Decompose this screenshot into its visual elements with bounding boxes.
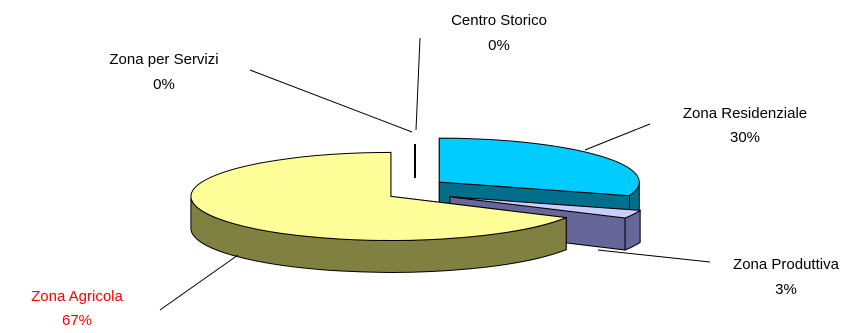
leader-centro-storico — [415, 37, 421, 131]
pie-slices — [190, 137, 642, 273]
label-centro-storico: Centro Storico — [451, 12, 547, 29]
label-zona-residenziale: Zona Residenziale — [683, 105, 807, 122]
leader-lines — [159, 37, 711, 311]
leader-zona-residenziale — [584, 123, 651, 151]
value-zona-residenziale: 30% — [730, 129, 760, 146]
label-zona-per-servizi: Zona per Servizi — [109, 51, 218, 68]
label-zona-produttiva: Zona Produttiva — [733, 256, 840, 273]
leader-zona-produttiva — [597, 249, 711, 263]
value-zona-produttiva: 3% — [775, 281, 797, 298]
value-zona-per-servizi: 0% — [153, 76, 175, 93]
slice-top-zona-agricola — [190, 151, 567, 241]
slice-top-zona-residenziale — [438, 137, 640, 197]
slice-top-zona-produttiva — [449, 196, 642, 219]
value-zona-agricola: 67% — [62, 312, 92, 329]
value-centro-storico: 0% — [488, 37, 510, 54]
leader-zona-agricola — [159, 254, 239, 311]
label-zona-agricola: Zona Agricola — [31, 288, 123, 305]
leader-zona-per-servizi — [249, 69, 413, 133]
